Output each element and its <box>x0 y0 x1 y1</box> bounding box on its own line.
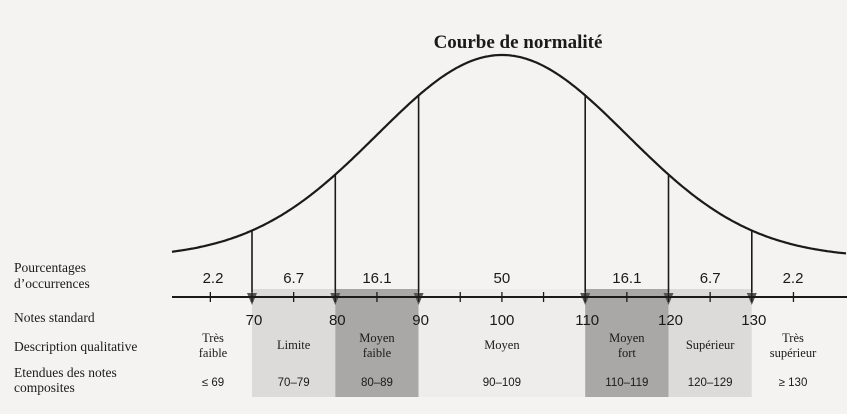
band-5 <box>668 289 752 397</box>
chart-title: Courbe de normalité <box>434 32 603 53</box>
qual-label-4-1: fort <box>618 346 637 360</box>
percentage-6: 2.2 <box>783 270 804 287</box>
score-label-110: 110 <box>575 312 599 329</box>
composite-range-2: 80–89 <box>361 377 393 389</box>
row-label-composite-1: Etendues des notes <box>14 365 117 380</box>
bands-layer <box>172 289 847 397</box>
band-2 <box>335 289 419 397</box>
percentage-0: 2.2 <box>203 270 224 287</box>
qual-label-2-0: Moyen <box>359 331 395 345</box>
row-label-percentages: Pourcentages <box>14 260 86 275</box>
percentage-3: 50 <box>494 270 511 287</box>
composite-range-3: 90–109 <box>483 377 521 389</box>
row-label-standard: Notes standard <box>14 310 95 325</box>
qual-label-6-0: Très <box>782 331 804 345</box>
row-label-qualitative: Description qualitative <box>14 339 137 354</box>
composite-range-5: 120–129 <box>688 377 733 389</box>
qual-label-1-0: Limite <box>277 338 311 352</box>
composite-range-6: ≥ 130 <box>779 377 808 389</box>
band-4 <box>585 289 669 397</box>
axis-ticks <box>209 292 795 302</box>
score-label-120: 120 <box>658 312 683 329</box>
percentage-2: 16.1 <box>362 270 391 287</box>
score-label-130: 130 <box>741 312 766 329</box>
band-text-layer: 2.2 6.7 16.1 50 16.1 6.7 2.2 70 80 90 100 110 120 130… <box>199 270 817 389</box>
qual-label-0-0: Très <box>202 331 224 345</box>
score-label-70: 70 <box>246 312 263 329</box>
composite-range-0: ≤ 69 <box>202 377 224 389</box>
band-6 <box>751 289 847 397</box>
qual-label-4-0: Moyen <box>609 331 645 345</box>
qual-label-3-0: Moyen <box>484 338 520 352</box>
row-label-occurrences: d’occurrences <box>14 276 90 291</box>
band-3 <box>418 289 586 397</box>
score-label-80: 80 <box>329 312 346 329</box>
qual-label-0-1: faible <box>199 346 228 360</box>
composite-range-4: 110–119 <box>605 377 648 389</box>
row-label-composite-2: composites <box>14 380 75 395</box>
percentage-5: 6.7 <box>700 270 721 287</box>
qual-label-2-1: faible <box>363 346 392 360</box>
percentage-4: 16.1 <box>612 270 641 287</box>
composite-range-1: 70–79 <box>278 377 310 389</box>
bell-curve <box>171 53 847 255</box>
percentage-1: 6.7 <box>283 270 304 287</box>
band-1 <box>252 289 336 397</box>
score-label-90: 90 <box>412 312 429 329</box>
qual-label-5-0: Supérieur <box>686 338 735 352</box>
score-label-100: 100 <box>489 312 514 329</box>
text-layer: Courbe de normalité Pourcentages d’occur… <box>14 32 602 395</box>
qual-label-6-1: supérieur <box>770 346 817 360</box>
band-0 <box>172 289 252 397</box>
